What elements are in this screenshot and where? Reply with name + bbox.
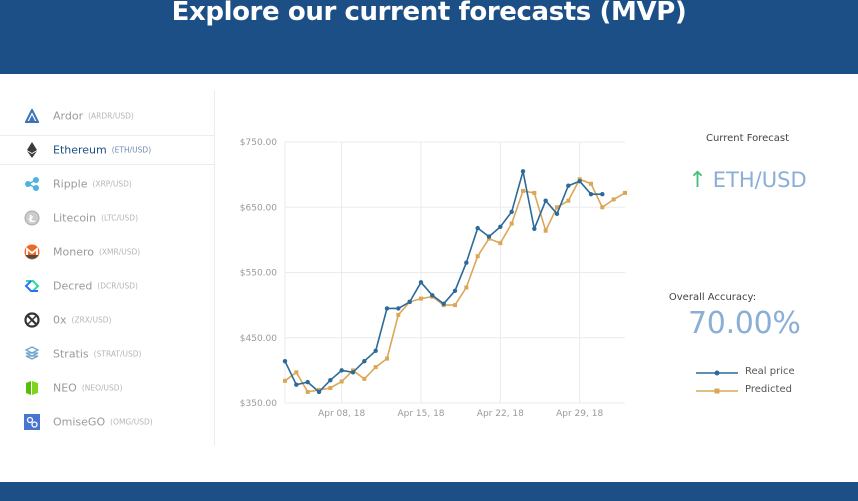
coin-name: Ripple [53, 177, 88, 191]
ethereum-icon [24, 142, 40, 158]
coin-name: 0x [53, 313, 67, 327]
arrow-up-icon: ↑ [688, 168, 707, 193]
line-chart-svg: $350.00 $450.00 $550.00 $650.00 $750.00 Apr 0… [240, 138, 627, 419]
price-chart: $350.00 $450.00 $550.00 $650.00 $750.00 Apr 0… [225, 128, 635, 428]
neo-icon [24, 380, 40, 396]
current-forecast-title: Current Forecast [705, 133, 790, 144]
sidebar-item-0x[interactable]: 0x (ZRX/USD) [0, 305, 215, 335]
svg-text:Apr 22, 18: Apr 22, 18 [477, 409, 524, 419]
sidebar-item-stratis[interactable]: Stratis (STRAT/USD) [0, 339, 215, 369]
coin-pair: (ETH/USD) [111, 145, 152, 155]
sidebar-item-neo[interactable]: NEO (NEO/USD) [0, 373, 215, 403]
ripple-icon [24, 176, 40, 192]
sidebar-item-ardor[interactable]: Ardor (ARDR/USD) [0, 101, 215, 131]
legend-item-predicted[interactable]: Predicted [696, 382, 816, 400]
litecoin-icon: Ł [24, 210, 40, 226]
footer-banner [0, 482, 858, 501]
sidebar-item-ripple[interactable]: Ripple (XRP/USD) [0, 169, 215, 199]
coin-pair: (ZRX/USD) [71, 315, 112, 325]
legend-item-real-price[interactable]: Real price [696, 364, 816, 382]
coin-name: Litecoin [53, 211, 97, 225]
decred-icon [24, 278, 40, 294]
coin-name: Stratis [53, 347, 89, 361]
svg-text:$450.00: $450.00 [240, 334, 277, 344]
legend-line-icon [696, 370, 738, 376]
sidebar-item-monero[interactable]: Monero (XMR/USD) [0, 237, 215, 267]
sidebar-item-omisego[interactable]: OmiseGO (OMG/USD) [0, 407, 215, 437]
monero-icon [24, 244, 40, 260]
svg-text:$550.00: $550.00 [240, 269, 277, 279]
sidebar-item-litecoin[interactable]: Ł Litecoin (LTC/USD) [0, 203, 215, 233]
coin-pair: (DCR/USD) [97, 281, 138, 291]
sidebar-item-ethereum[interactable]: Ethereum (ETH/USD) [0, 135, 215, 165]
coin-pair: (STRAT/USD) [93, 349, 142, 359]
legend-label: Real price [745, 366, 795, 377]
coin-name: Ethereum [53, 143, 107, 157]
chart-legend: Real price Predicted [696, 364, 816, 400]
legend-label: Predicted [745, 384, 792, 395]
coin-pair: (LTC/USD) [101, 213, 139, 223]
coin-pair: (OMG/USD) [110, 417, 153, 427]
stratis-icon [24, 346, 40, 362]
coin-pair: (NEO/USD) [81, 383, 123, 393]
coin-pair: (ARDR/USD) [88, 111, 134, 121]
svg-text:$650.00: $650.00 [240, 203, 277, 213]
forecast-pair: ETH/USD [712, 168, 807, 192]
coin-pair: (XMR/USD) [98, 247, 141, 257]
coin-name: Monero [53, 245, 94, 259]
svg-text:$750.00: $750.00 [240, 138, 277, 148]
sidebar-item-decred[interactable]: Decred (DCR/USD) [0, 271, 215, 301]
svg-text:Apr 15, 18: Apr 15, 18 [397, 409, 444, 419]
page-title: Explore our current forecasts (MVP) [171, 0, 687, 27]
coin-sidebar: Ardor (ARDR/USD) Ethereum (ETH/USD) Ripple… [0, 90, 215, 446]
header-banner: Explore our current forecasts (MVP) [0, 0, 858, 74]
svg-text:$350.00: $350.00 [240, 399, 277, 409]
svg-text:Ł: Ł [28, 214, 36, 225]
current-forecast-value: ↑ ETH/USD [660, 168, 835, 193]
coin-name: NEO [53, 381, 77, 395]
accuracy-label: Overall Accuracy: [668, 292, 757, 303]
coin-name: Ardor [53, 109, 84, 123]
svg-text:Apr 08, 18: Apr 08, 18 [318, 409, 365, 419]
accuracy-value: 70.00% [688, 306, 801, 341]
coin-name: Decred [53, 279, 93, 293]
0x-icon [24, 312, 40, 328]
svg-text:Apr 29, 18: Apr 29, 18 [556, 409, 603, 419]
ardor-icon [24, 108, 40, 124]
coin-pair: (XRP/USD) [92, 179, 132, 189]
omisego-icon [24, 414, 40, 430]
legend-line-icon [696, 388, 738, 394]
coin-name: OmiseGO [53, 415, 106, 429]
